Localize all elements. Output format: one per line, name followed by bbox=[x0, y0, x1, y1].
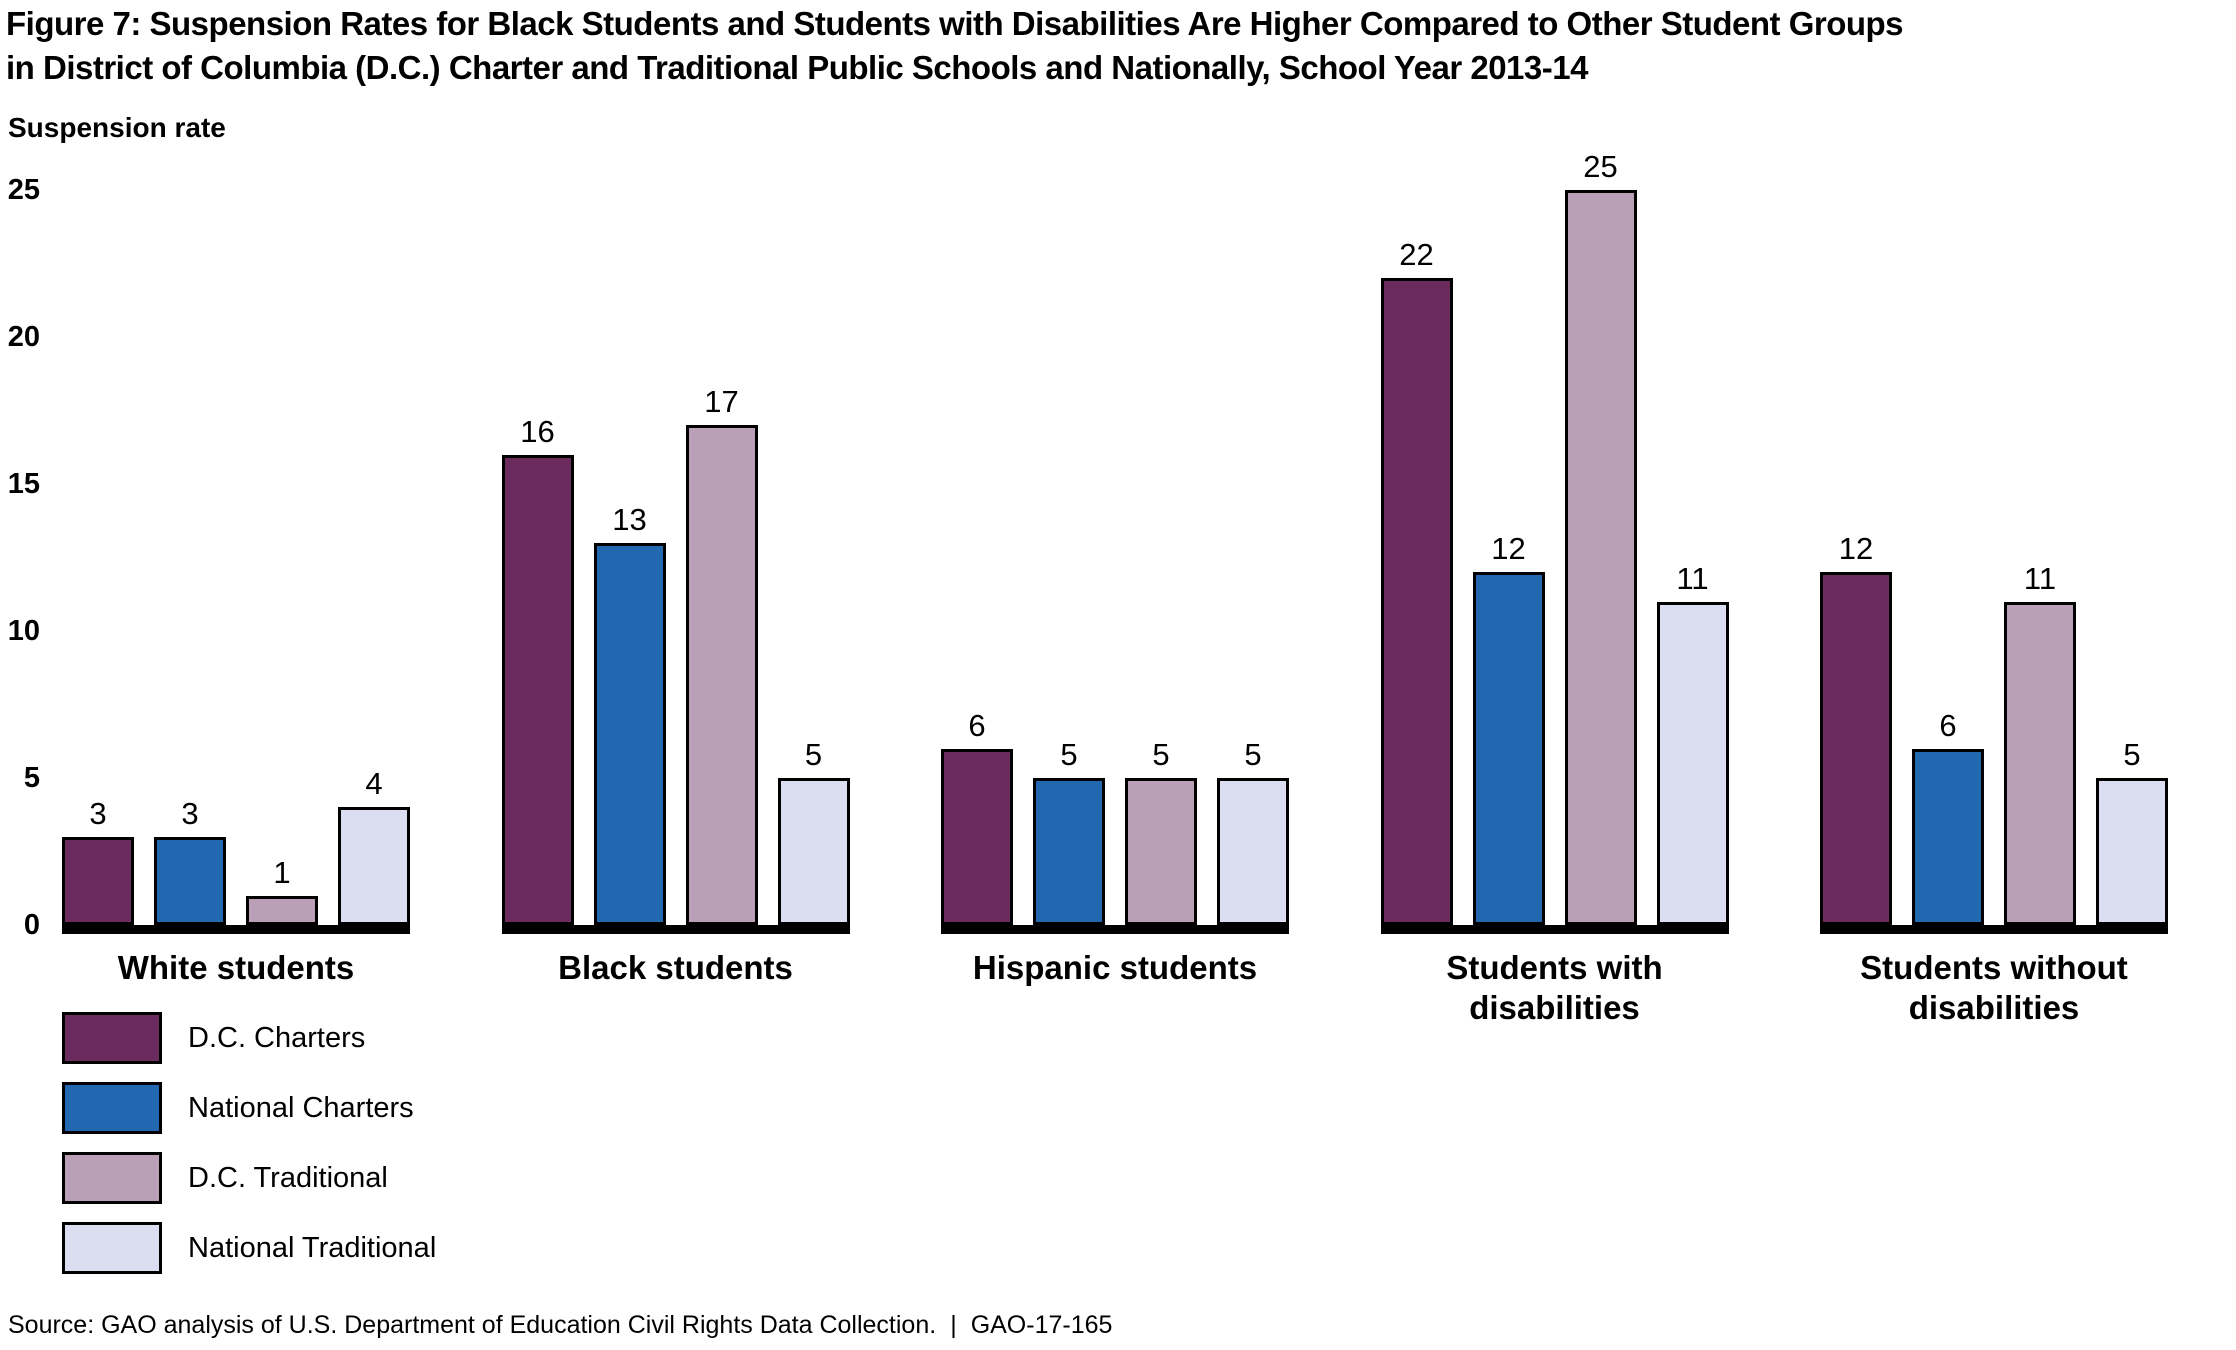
legend-row: National Charters bbox=[62, 1082, 436, 1134]
bar-group: 3 3 1 4 White students bbox=[62, 190, 410, 988]
y-tick-label: 15 bbox=[7, 468, 40, 500]
bars-row: 16 13 17 5 bbox=[501, 190, 850, 934]
y-axis-tick-labels: 0 5 10 15 20 25 bbox=[0, 174, 40, 941]
bar: 3 bbox=[62, 796, 134, 925]
bar-value-label: 5 bbox=[1060, 737, 1078, 772]
bar: 12 bbox=[1472, 531, 1545, 925]
bar-value-label: 13 bbox=[612, 502, 647, 537]
category-label: Students with disabilities bbox=[1446, 949, 1663, 1026]
bar: 17 bbox=[685, 384, 758, 925]
bar-group: 16 13 17 5 Black students bbox=[501, 190, 850, 988]
bar: 11 bbox=[1656, 561, 1729, 925]
bar-value-label: 5 bbox=[1152, 737, 1170, 772]
bar-value-label: 11 bbox=[2023, 561, 2057, 596]
bar: 5 bbox=[1125, 737, 1197, 925]
bar: 16 bbox=[501, 414, 574, 925]
bar-group: 12 6 11 5 Students without disabilities bbox=[1820, 190, 2168, 1028]
bar-value-label: 3 bbox=[89, 796, 107, 831]
category-label: White students bbox=[117, 949, 355, 986]
legend-swatch bbox=[62, 1222, 162, 1274]
y-tick-label: 25 bbox=[7, 174, 40, 206]
legend-row: D.C. Charters bbox=[62, 1012, 436, 1064]
figure-title-line-2: in District of Columbia (D.C.) Charter a… bbox=[6, 49, 1588, 86]
bars-row: 12 6 11 5 bbox=[1820, 190, 2168, 934]
bars-row: 6 5 5 5 bbox=[941, 190, 1289, 934]
legend-swatch bbox=[62, 1152, 162, 1204]
legend: D.C. Charters National Charters D.C. Tradi… bbox=[62, 1012, 436, 1292]
bar: 6 bbox=[941, 708, 1013, 925]
bar: 22 bbox=[1380, 237, 1453, 925]
bar-value-label: 12 bbox=[1491, 531, 1526, 566]
bar: 13 bbox=[593, 502, 666, 925]
bar-group: 22 12 25 11 Students with disabilities bbox=[1380, 149, 1729, 1028]
bar: 25 bbox=[1564, 149, 1637, 925]
bar: 5 bbox=[2096, 737, 2168, 925]
bars-row: 22 12 25 11 bbox=[1380, 149, 1729, 934]
source-separator: | bbox=[950, 1311, 957, 1339]
bar-value-label: 6 bbox=[1939, 708, 1957, 743]
source-note: Source: GAO analysis of U.S. Department … bbox=[8, 1310, 1112, 1340]
y-tick-label: 10 bbox=[7, 615, 40, 647]
bar-value-label: 4 bbox=[365, 766, 383, 801]
bar-group: 6 5 5 5 Hispanic students bbox=[941, 190, 1289, 988]
legend-label: D.C. Traditional bbox=[188, 1161, 388, 1194]
legend-swatch bbox=[62, 1012, 162, 1064]
category-label: Students without disabilities bbox=[1860, 949, 2128, 1026]
legend-swatch bbox=[62, 1082, 162, 1134]
bar-value-label: 5 bbox=[1244, 737, 1262, 772]
bar-value-label: 17 bbox=[704, 384, 739, 419]
bar-value-label: 5 bbox=[2123, 737, 2141, 772]
bar: 3 bbox=[154, 796, 226, 925]
bar-value-label: 1 bbox=[273, 855, 291, 890]
bar: 11 bbox=[2004, 561, 2076, 925]
bar-value-label: 11 bbox=[1676, 561, 1709, 596]
y-tick-label: 0 bbox=[23, 909, 40, 941]
bar-value-label: 16 bbox=[520, 414, 555, 449]
legend-label: D.C. Charters bbox=[188, 1021, 366, 1054]
legend-label: National Charters bbox=[188, 1091, 414, 1124]
legend-label: National Traditional bbox=[188, 1231, 437, 1264]
bar: 5 bbox=[777, 737, 850, 925]
bar-value-label: 22 bbox=[1399, 237, 1434, 272]
bar: 5 bbox=[1217, 737, 1289, 925]
bar-value-label: 5 bbox=[804, 737, 823, 772]
bar-value-label: 12 bbox=[1838, 531, 1874, 566]
bar: 4 bbox=[338, 766, 410, 925]
report-number: GAO-17-165 bbox=[970, 1311, 1113, 1339]
source-text: Source: GAO analysis of U.S. Department … bbox=[8, 1311, 937, 1339]
category-label: Hispanic students bbox=[972, 949, 1258, 986]
bar: 6 bbox=[1912, 708, 1984, 925]
bar-value-label: 6 bbox=[968, 708, 986, 743]
bar-value-label: 3 bbox=[181, 796, 199, 831]
legend-row: National Traditional bbox=[62, 1222, 436, 1274]
category-label: Black students bbox=[558, 949, 793, 986]
bars-row: 3 3 1 4 bbox=[62, 190, 410, 934]
bar-value-label: 25 bbox=[1583, 149, 1618, 184]
bar: 1 bbox=[246, 855, 318, 925]
plot-area: 3 3 1 4 White students 16 13 17 5 Black students 6… bbox=[62, 149, 2168, 1028]
y-tick-label: 20 bbox=[7, 321, 40, 353]
y-axis-title: Suspension rate bbox=[8, 112, 226, 143]
bar: 12 bbox=[1820, 531, 1892, 925]
legend-row: D.C. Traditional bbox=[62, 1152, 436, 1204]
figure-title: Figure 7: Suspension Rates for Black Stu… bbox=[6, 2, 2234, 90]
bar: 5 bbox=[1033, 737, 1105, 925]
figure-title-line-1: Figure 7: Suspension Rates for Black Stu… bbox=[6, 5, 1904, 42]
y-tick-label: 5 bbox=[23, 762, 40, 794]
